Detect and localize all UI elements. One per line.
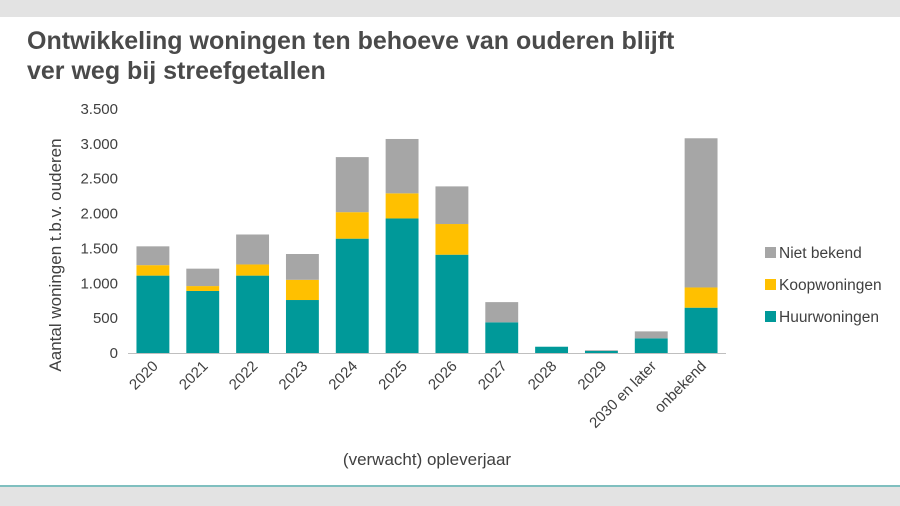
x-tick-label: 2024: [325, 358, 361, 394]
legend: Niet bekend Koopwoningen Huurwoningen: [765, 245, 882, 326]
bar-koopwoningen: [236, 264, 270, 276]
legend-swatch: [765, 247, 776, 258]
bar-huurwoningen: [236, 275, 270, 353]
bar-huurwoningen: [435, 254, 469, 353]
x-tick-label: onbekend: [651, 358, 710, 417]
bar-niet-bekend: [435, 186, 469, 225]
x-tick-label: 2020: [126, 358, 162, 394]
x-axis-ticks: 2020 2021 2022 2023 2024 2025 2026 2027 2028 2029…: [126, 358, 710, 432]
y-tick-label: 0: [110, 345, 118, 362]
y-tick-label: 2.500: [80, 171, 118, 188]
bar-huurwoningen: [186, 290, 220, 353]
bar-koopwoningen: [435, 224, 469, 255]
x-tick-label: 2022: [226, 358, 262, 394]
title-line-1: Ontwikkeling woningen ten behoeve van ou…: [27, 27, 675, 55]
bottom-divider: [0, 485, 900, 487]
bar-koopwoningen: [335, 212, 369, 239]
bar-niet-bekend: [385, 138, 419, 194]
bar-niet-bekend: [584, 350, 618, 351]
bar-huurwoningen: [136, 275, 170, 353]
bar-niet-bekend: [634, 331, 668, 339]
x-tick-label: 2025: [375, 358, 411, 394]
y-tick-label: 1.500: [80, 240, 118, 257]
legend-label: Huurwoningen: [779, 309, 879, 326]
y-axis-title: Aantal woningen t.b.v. ouderen: [46, 138, 65, 371]
bars: [136, 138, 718, 353]
x-tick-label: 2028: [525, 358, 561, 394]
x-tick-label: 2026: [425, 358, 461, 394]
y-tick-label: 3.000: [80, 136, 118, 153]
bar-huurwoningen: [535, 346, 569, 353]
bar-koopwoningen: [136, 265, 170, 276]
bar-koopwoningen: [285, 279, 319, 301]
legend-label: Koopwoningen: [779, 277, 882, 294]
bar-huurwoningen: [634, 338, 668, 353]
legend-label: Niet bekend: [779, 245, 862, 262]
bar-huurwoningen: [385, 218, 419, 353]
y-tick-label: 500: [93, 310, 118, 327]
bar-koopwoningen: [385, 193, 419, 219]
bar-koopwoningen: [186, 286, 220, 291]
bar-huurwoningen: [584, 350, 618, 353]
y-axis-ticks: 0 500 1.000 1.500 2.000 2.500 3.000 3.500: [80, 101, 118, 362]
legend-swatch: [765, 311, 776, 322]
x-tick-label: 2023: [276, 358, 312, 394]
y-tick-label: 3.500: [80, 101, 118, 118]
y-tick-label: 2.000: [80, 206, 118, 223]
bar-niet-bekend: [236, 234, 270, 265]
bar-huurwoningen: [285, 300, 319, 353]
x-tick-label: 2027: [475, 358, 511, 394]
y-tick-label: 1.000: [80, 275, 118, 292]
legend-swatch: [765, 279, 776, 290]
x-tick-label: 2021: [176, 358, 212, 394]
bar-niet-bekend: [186, 268, 220, 287]
bar-koopwoningen: [684, 287, 718, 308]
x-tick-label: 2029: [575, 358, 611, 394]
bar-niet-bekend: [485, 302, 519, 323]
page-title: Ontwikkeling woningen ten behoeve van ou…: [27, 26, 674, 86]
bar-niet-bekend: [335, 157, 369, 213]
bar-niet-bekend: [136, 246, 170, 266]
x-axis-title: (verwacht) opleverjaar: [343, 450, 512, 469]
bar-niet-bekend: [285, 254, 319, 280]
bar-niet-bekend: [684, 138, 718, 288]
bar-huurwoningen: [485, 322, 519, 353]
bar-huurwoningen: [684, 307, 718, 353]
bar-huurwoningen: [335, 238, 369, 353]
title-line-2: ver weg bij streefgetallen: [27, 57, 326, 85]
